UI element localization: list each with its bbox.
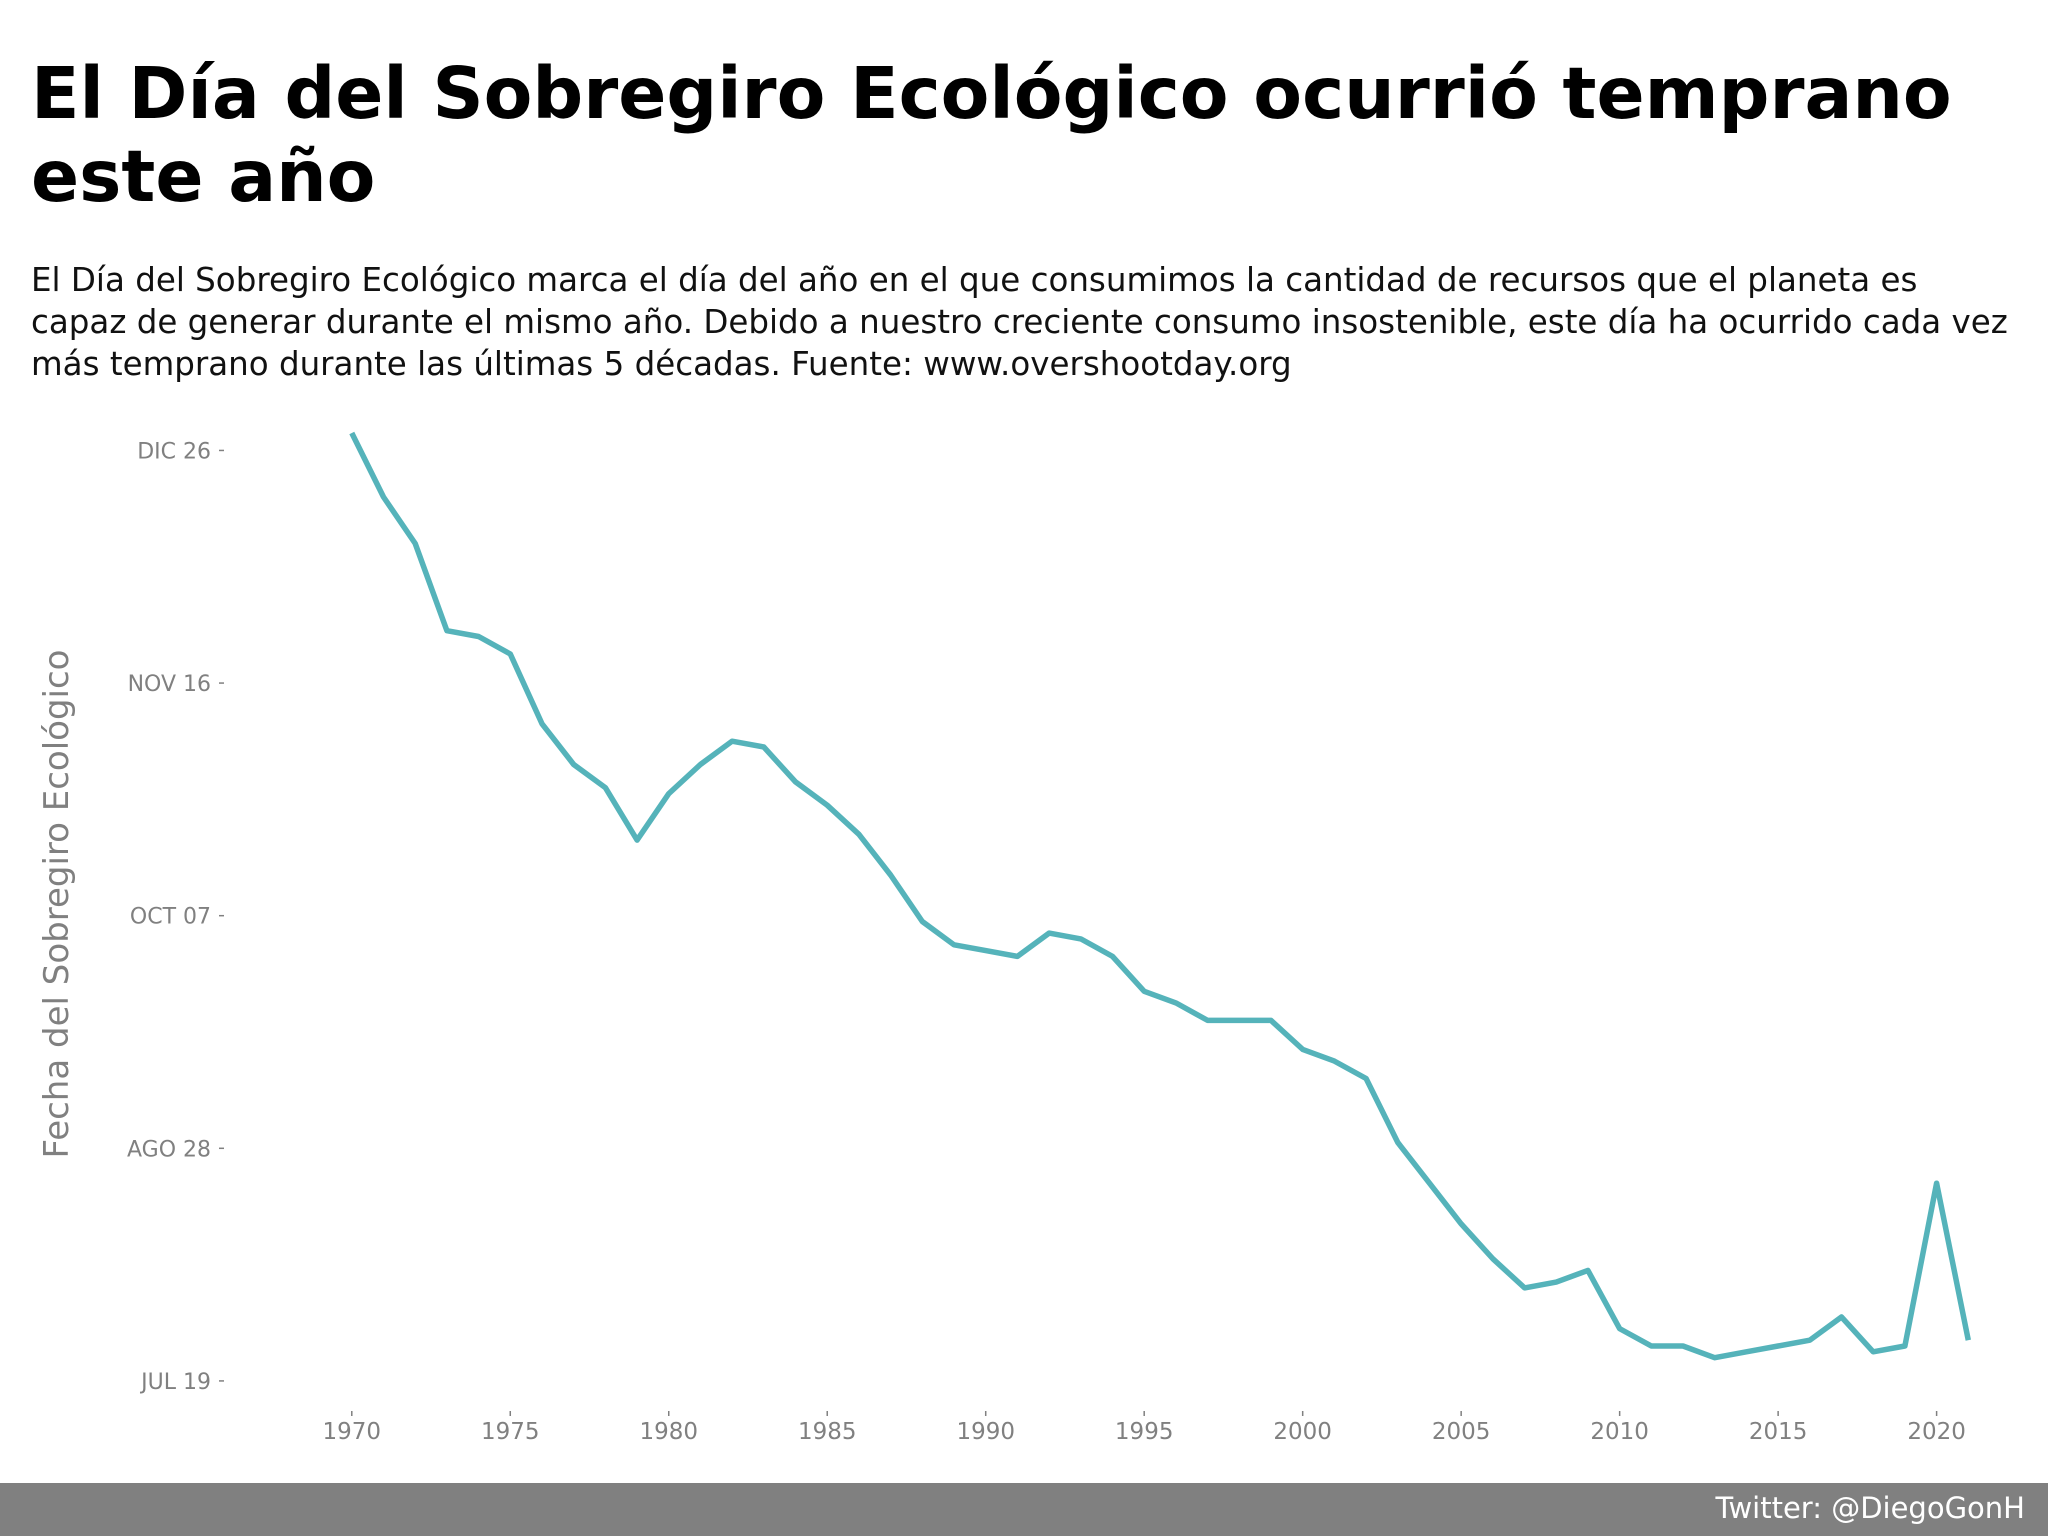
x-tick-label: 1990 [956, 1419, 1015, 1445]
x-tick-label: 2010 [1590, 1419, 1649, 1445]
chart-subtitle: El Día del Sobregiro Ecológico marca el … [31, 261, 2008, 383]
series-group [349, 431, 1971, 1361]
y-tick-label: OCT 07 [130, 905, 211, 930]
y-tick-label: JUL 19 [139, 1370, 211, 1395]
x-tick-label: 1995 [1115, 1419, 1174, 1445]
x-tick-label: 1980 [639, 1419, 698, 1445]
x-tick-label: 1975 [481, 1419, 540, 1445]
y-axis: JUL 19 AGO 28 OCT 07 NOV 16 DIC 26 [127, 439, 224, 1395]
y-tick-label: NOV 16 [128, 672, 211, 697]
y-tick-label: AGO 28 [127, 1137, 211, 1162]
twitter-credit: Twitter: @DiegoGonH [1715, 1491, 2025, 1525]
x-tick-label: 1970 [323, 1419, 382, 1445]
x-tick-label: 2005 [1432, 1419, 1491, 1445]
x-tick-label: 2020 [1907, 1419, 1966, 1445]
footer-bar: Twitter: @DiegoGonH [0, 1483, 2048, 1536]
chart-title: El Día del Sobregiro Ecológico ocurrió t… [31, 52, 1952, 218]
x-tick-label: 1985 [798, 1419, 857, 1445]
x-axis: 1970 1975 1980 1985 1990 1995 2000 2005 2010 2015… [323, 1411, 1966, 1445]
series-line [349, 431, 1971, 1361]
x-tick-label: 2000 [1273, 1419, 1332, 1445]
y-tick-label: DIC 26 [137, 439, 211, 464]
x-tick-label: 2015 [1749, 1419, 1808, 1445]
y-axis-label: Fecha del Sobregiro Ecológico [37, 650, 77, 1159]
